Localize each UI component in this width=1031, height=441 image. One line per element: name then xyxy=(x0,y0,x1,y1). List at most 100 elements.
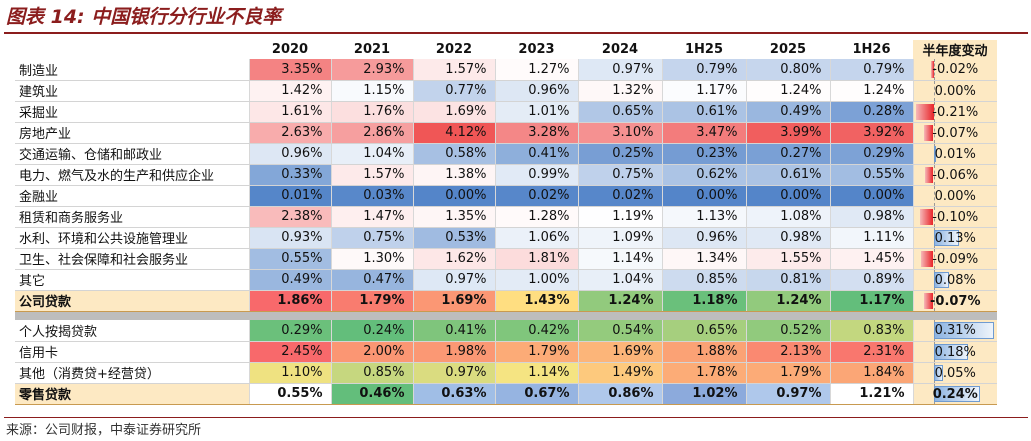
value-cell: 0.67% xyxy=(494,382,578,405)
value-cell: 0.00% xyxy=(412,185,495,207)
row-label: 信用卡 xyxy=(15,341,249,363)
change-cell: -0.10% xyxy=(912,206,997,228)
group-separator xyxy=(15,311,997,320)
value-cell: 1.86% xyxy=(248,289,331,312)
change-cell: -0.09% xyxy=(912,248,997,270)
change-value: -0.21% xyxy=(932,104,979,120)
change-value: 0.00% xyxy=(934,83,976,99)
row-label: 制造业 xyxy=(15,59,249,81)
value-cell: 0.79% xyxy=(661,59,746,81)
value-cell: 1.47% xyxy=(330,206,413,228)
change-axis xyxy=(933,59,935,79)
npl-table: 2020 2021 2022 2023 2024 1H25 2025 1H26 半年度变动 制造… xyxy=(15,40,997,405)
value-cell: 1.24% xyxy=(745,289,830,312)
header-blank xyxy=(15,40,249,59)
table-row: 租赁和商务服务业 2.38% 1.47% 1.35% 1.28% 1.19% 1.13% 1.… xyxy=(15,206,997,228)
value-cell: 0.28% xyxy=(829,101,913,123)
value-cell: 1.78% xyxy=(661,362,746,384)
value-cell: 0.99% xyxy=(494,164,578,186)
value-cell: 1.62% xyxy=(412,248,495,270)
value-cell: 0.97% xyxy=(745,382,830,405)
value-cell: 0.55% xyxy=(248,382,331,405)
value-cell: 1.17% xyxy=(829,289,913,312)
change-cell: -0.07% xyxy=(912,289,997,312)
table-row: 信用卡 2.45% 2.00% 1.98% 1.79% 1.69% 1.88% 2.13% 2.… xyxy=(15,341,997,363)
value-cell: 0.23% xyxy=(661,143,746,165)
negative-change-bar xyxy=(920,250,934,267)
value-cell: 2.93% xyxy=(330,59,413,81)
table-body: 制造业 3.35% 2.93% 1.57% 1.27% 0.97% 0.79% 0.80% 0.… xyxy=(15,59,997,405)
change-value: -0.07% xyxy=(932,125,979,141)
value-cell: 1.69% xyxy=(412,289,495,312)
change-value: 0.18% xyxy=(934,344,976,360)
change-value: 0.05% xyxy=(934,365,976,381)
change-axis xyxy=(933,122,935,142)
value-cell: 4.12% xyxy=(412,122,495,144)
value-cell: 1.19% xyxy=(577,206,662,228)
negative-change-bar xyxy=(923,292,934,309)
value-cell: 0.65% xyxy=(577,101,662,123)
value-cell: 0.54% xyxy=(577,320,662,342)
value-cell: 0.96% xyxy=(248,143,331,165)
value-cell: 1.34% xyxy=(661,248,746,270)
change-cell: 0.08% xyxy=(912,269,997,291)
value-cell: 1.04% xyxy=(330,143,413,165)
value-cell: 1.98% xyxy=(412,341,495,363)
row-label: 房地产业 xyxy=(15,122,249,144)
value-cell: 1.24% xyxy=(577,289,662,312)
row-label: 零售贷款 xyxy=(15,382,249,405)
table-row: 电力、燃气及水的生产和供应企业 0.33% 1.57% 1.38% 0.99% 0.75%… xyxy=(15,164,997,186)
table-row: 房地产业 2.63% 2.86% 4.12% 3.28% 3.10% 3.47% 3.99% 3… xyxy=(15,122,997,144)
value-cell: 1.13% xyxy=(661,206,746,228)
value-cell: 0.96% xyxy=(661,227,746,249)
value-cell: 0.25% xyxy=(577,143,662,165)
change-cell: 0.24% xyxy=(912,382,997,405)
separator-cell xyxy=(15,311,997,320)
value-cell: 1.32% xyxy=(577,80,662,102)
value-cell: 0.49% xyxy=(745,101,830,123)
value-cell: 0.89% xyxy=(829,269,913,291)
row-label: 交通运输、仓储和邮政业 xyxy=(15,143,249,165)
value-cell: 2.00% xyxy=(330,341,413,363)
change-value: 0.31% xyxy=(934,323,976,338)
change-cell: -0.07% xyxy=(912,122,997,144)
value-cell: 0.75% xyxy=(577,164,662,186)
negative-change-bar xyxy=(919,208,934,225)
header-period: 1H25 xyxy=(684,42,724,57)
value-cell: 0.00% xyxy=(829,185,913,207)
change-cell: -0.02% xyxy=(912,59,997,81)
value-cell: 1.15% xyxy=(330,80,413,102)
change-cell: -0.21% xyxy=(912,101,997,123)
value-cell: 1.17% xyxy=(661,80,746,102)
value-cell: 1.79% xyxy=(330,289,413,312)
value-cell: 2.38% xyxy=(248,206,331,228)
table-row: 其他（消费贷+经营贷） 1.10% 0.85% 0.97% 1.14% 1.49% 1.78… xyxy=(15,362,997,384)
value-cell: 2.63% xyxy=(248,122,331,144)
change-cell: 0.01% xyxy=(912,143,997,165)
value-cell: 0.52% xyxy=(745,320,830,342)
value-cell: 1.10% xyxy=(248,362,331,384)
value-cell: 1.01% xyxy=(494,101,578,123)
value-cell: 0.46% xyxy=(330,382,413,405)
positive-change-bar xyxy=(933,385,980,402)
change-axis xyxy=(933,80,935,100)
value-cell: 0.96% xyxy=(494,80,578,102)
value-cell: 1.06% xyxy=(494,227,578,249)
value-cell: 0.98% xyxy=(829,206,913,228)
value-cell: 0.24% xyxy=(330,320,413,342)
row-label: 租赁和商务服务业 xyxy=(15,206,249,228)
value-cell: 3.92% xyxy=(829,122,913,144)
change-cell: -0.06% xyxy=(912,164,997,186)
value-cell: 1.43% xyxy=(494,289,578,312)
change-value: 0.01% xyxy=(934,146,976,162)
value-cell: 0.65% xyxy=(661,320,746,342)
value-cell: 0.63% xyxy=(412,382,495,405)
value-cell: 2.86% xyxy=(330,122,413,144)
value-cell: 0.41% xyxy=(412,320,495,342)
value-cell: 1.69% xyxy=(412,101,495,123)
table-row: 个人按揭贷款 0.29% 0.24% 0.41% 0.42% 0.54% 0.65% 0.52… xyxy=(15,320,997,342)
value-cell: 1.55% xyxy=(745,248,830,270)
change-cell: 0.18% xyxy=(912,341,997,363)
value-cell: 0.83% xyxy=(829,320,913,342)
value-cell: 0.55% xyxy=(248,248,331,270)
